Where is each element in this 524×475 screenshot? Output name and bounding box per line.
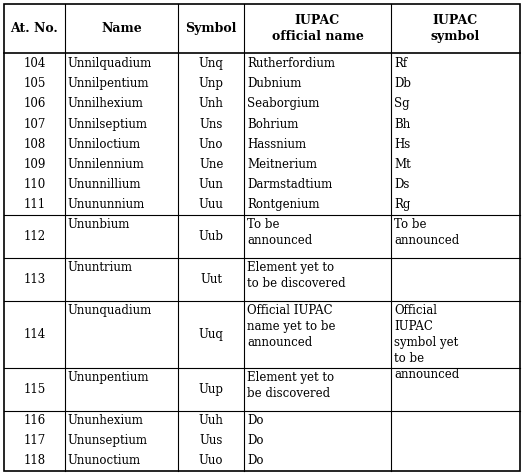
Text: Mt: Mt xyxy=(394,158,411,171)
Text: Unp: Unp xyxy=(199,77,224,90)
Text: 116: 116 xyxy=(24,414,46,427)
Text: Rg: Rg xyxy=(394,198,410,211)
Text: Darmstadtium: Darmstadtium xyxy=(247,178,332,191)
Text: Uub: Uub xyxy=(199,230,224,243)
Text: Ununoctium: Ununoctium xyxy=(68,455,141,467)
Text: Unununnium: Unununnium xyxy=(68,198,145,211)
Text: Hs: Hs xyxy=(394,138,410,151)
Text: Rontgenium: Rontgenium xyxy=(247,198,320,211)
Text: Uus: Uus xyxy=(200,434,223,447)
Text: Unq: Unq xyxy=(199,57,224,70)
Text: Hassnium: Hassnium xyxy=(247,138,306,151)
Text: Element yet to
to be discovered: Element yet to to be discovered xyxy=(247,261,345,290)
Text: 107: 107 xyxy=(23,117,46,131)
Text: Meitnerium: Meitnerium xyxy=(247,158,317,171)
Text: Do: Do xyxy=(247,434,264,447)
Text: Rutherfordium: Rutherfordium xyxy=(247,57,335,70)
Text: 118: 118 xyxy=(24,455,46,467)
Text: Uuu: Uuu xyxy=(199,198,224,211)
Text: Unnilennium: Unnilennium xyxy=(68,158,145,171)
Text: Uns: Uns xyxy=(200,117,223,131)
Text: Unnilpentium: Unnilpentium xyxy=(68,77,149,90)
Text: Uuo: Uuo xyxy=(199,455,223,467)
Text: To be
announced: To be announced xyxy=(394,218,459,247)
Text: Db: Db xyxy=(394,77,411,90)
Text: Symbol: Symbol xyxy=(185,22,237,35)
Text: To be
announced: To be announced xyxy=(247,218,312,247)
Text: Ununhexium: Ununhexium xyxy=(68,414,144,427)
Text: 104: 104 xyxy=(23,57,46,70)
Text: Unniloctium: Unniloctium xyxy=(68,138,141,151)
Text: 108: 108 xyxy=(24,138,46,151)
Text: Unnilseptium: Unnilseptium xyxy=(68,117,148,131)
Text: IUPAC
symbol: IUPAC symbol xyxy=(431,14,480,43)
Text: Ununnillium: Ununnillium xyxy=(68,178,141,191)
Text: Official
IUPAC
symbol yet
to be
announced: Official IUPAC symbol yet to be announce… xyxy=(394,304,459,380)
Text: Rf: Rf xyxy=(394,57,407,70)
Text: 105: 105 xyxy=(23,77,46,90)
Text: Ununpentium: Ununpentium xyxy=(68,370,149,384)
Text: 110: 110 xyxy=(24,178,46,191)
Text: 109: 109 xyxy=(23,158,46,171)
Text: Uun: Uun xyxy=(199,178,224,191)
Text: 117: 117 xyxy=(24,434,46,447)
Text: Uno: Uno xyxy=(199,138,223,151)
Text: Unnilhexium: Unnilhexium xyxy=(68,97,144,110)
Text: Do: Do xyxy=(247,455,264,467)
Text: 106: 106 xyxy=(23,97,46,110)
Text: Bh: Bh xyxy=(394,117,410,131)
Text: Official IUPAC
name yet to be
announced: Official IUPAC name yet to be announced xyxy=(247,304,335,349)
Text: 113: 113 xyxy=(24,273,46,285)
Text: Unnilquadium: Unnilquadium xyxy=(68,57,152,70)
Text: 112: 112 xyxy=(24,230,46,243)
Text: Ds: Ds xyxy=(394,178,409,191)
Text: 114: 114 xyxy=(24,328,46,341)
Text: 115: 115 xyxy=(24,382,46,396)
Text: Une: Une xyxy=(199,158,223,171)
Text: Dubnium: Dubnium xyxy=(247,77,301,90)
Text: Ununseptium: Ununseptium xyxy=(68,434,148,447)
Text: Name: Name xyxy=(101,22,142,35)
Text: Element yet to
be discovered: Element yet to be discovered xyxy=(247,370,334,399)
Text: Uut: Uut xyxy=(200,273,222,285)
Text: Ununquadium: Ununquadium xyxy=(68,304,152,317)
Text: Uup: Uup xyxy=(199,382,224,396)
Text: Seaborgium: Seaborgium xyxy=(247,97,319,110)
Text: IUPAC
official name: IUPAC official name xyxy=(271,14,364,43)
Text: Uuq: Uuq xyxy=(199,328,224,341)
Text: At. No.: At. No. xyxy=(10,22,58,35)
Text: Do: Do xyxy=(247,414,264,427)
Text: Bohrium: Bohrium xyxy=(247,117,298,131)
Text: 111: 111 xyxy=(24,198,46,211)
Text: Sg: Sg xyxy=(394,97,410,110)
Text: Ununtrium: Ununtrium xyxy=(68,261,133,274)
Text: Ununbium: Ununbium xyxy=(68,218,130,231)
Text: Uuh: Uuh xyxy=(199,414,224,427)
Text: Unh: Unh xyxy=(199,97,224,110)
